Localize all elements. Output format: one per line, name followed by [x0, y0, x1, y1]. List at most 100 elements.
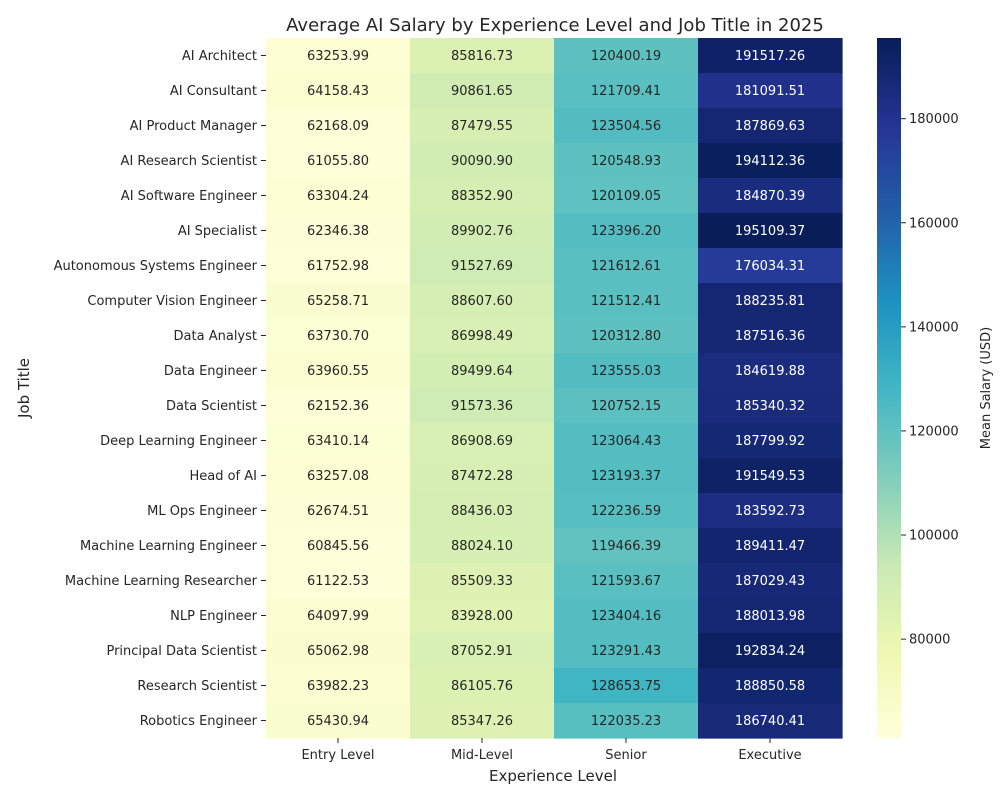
cell-value-label: 123291.43: [591, 644, 661, 659]
heatmap-cell: [266, 73, 411, 109]
y-tick-label: Autonomous Systems Engineer: [54, 259, 258, 274]
heatmap-cell: [698, 703, 843, 739]
heatmap-cell: [554, 598, 699, 634]
cell-value-label: 61055.80: [307, 154, 369, 169]
y-tick-label: Robotics Engineer: [140, 714, 258, 729]
colorbar-tick-label: 140000: [909, 320, 959, 335]
cell-value-label: 63960.55: [307, 364, 369, 379]
y-tick-label: Data Engineer: [164, 364, 258, 379]
cell-value-label: 87479.55: [451, 119, 513, 134]
heatmap-cell: [554, 248, 699, 284]
cell-value-label: 62674.51: [307, 504, 369, 519]
cell-value-label: 64097.99: [307, 609, 369, 624]
cell-value-label: 120548.93: [591, 154, 661, 169]
cell-value-label: 91527.69: [451, 259, 513, 274]
heatmap-cell: [698, 248, 843, 284]
y-tick-label: ML Ops Engineer: [147, 504, 258, 519]
heatmap-cell: [266, 283, 411, 319]
heatmap-cell: [410, 248, 555, 284]
heatmap-cell: [410, 493, 555, 529]
cell-value-label: 120312.80: [591, 329, 661, 344]
cell-value-label: 62168.09: [307, 119, 369, 134]
y-tick-label: AI Software Engineer: [121, 189, 258, 204]
heatmap-cell: [698, 563, 843, 599]
heatmap-cell: [554, 388, 699, 424]
heatmap-cell: [698, 213, 843, 249]
y-tick-label: AI Consultant: [170, 84, 257, 99]
heatmap-cell: [698, 528, 843, 564]
cell-value-label: 120400.19: [591, 49, 661, 64]
heatmap-cell: [554, 528, 699, 564]
heatmap-cell: [554, 423, 699, 459]
colorbar-gradient: [877, 38, 901, 738]
cell-value-label: 63982.23: [307, 679, 369, 694]
heatmap-cell: [698, 458, 843, 494]
y-tick-label: AI Product Manager: [130, 119, 258, 134]
heatmap-cell: [698, 38, 843, 74]
heatmap-cell: [554, 493, 699, 529]
cell-value-label: 63730.70: [307, 329, 369, 344]
cell-value-label: 194112.36: [735, 154, 805, 169]
cell-value-label: 187029.43: [735, 574, 805, 589]
cell-value-label: 123404.16: [591, 609, 661, 624]
cell-value-label: 187799.92: [735, 434, 805, 449]
colorbar-tick-label: 120000: [909, 424, 959, 439]
y-tick-label: Machine Learning Engineer: [80, 539, 258, 554]
heatmap-cell: [554, 108, 699, 144]
cell-value-label: 121612.61: [591, 259, 661, 274]
cell-value-label: 123555.03: [591, 364, 661, 379]
x-tick-labels: Entry Level Mid-Level Senior Executive: [301, 738, 802, 763]
cell-value-label: 186740.41: [735, 714, 805, 729]
cell-value-label: 87052.91: [451, 644, 513, 659]
heatmap-cell: [266, 493, 411, 529]
heatmap-cell: [266, 668, 411, 704]
cell-value-label: 60845.56: [307, 539, 369, 554]
y-tick-label: Head of AI: [189, 469, 257, 484]
heatmap-cell: [698, 143, 843, 179]
cell-value-label: 119466.39: [591, 539, 661, 554]
heatmap-cell: [698, 598, 843, 634]
heatmap-cell: [410, 598, 555, 634]
heatmap-cell: [554, 703, 699, 739]
cell-value-label: 85347.26: [451, 714, 513, 729]
heatmap-cell: [554, 143, 699, 179]
heatmap-cell: [410, 528, 555, 564]
cell-value-label: 88352.90: [451, 189, 513, 204]
heatmap-cell: [410, 423, 555, 459]
heatmap-cell: [698, 178, 843, 214]
cell-value-label: 121512.41: [591, 294, 661, 309]
y-tick-label: Principal Data Scientist: [106, 644, 257, 659]
cell-value-label: 88436.03: [451, 504, 513, 519]
heatmap-cell: [698, 108, 843, 144]
y-tick-label: Research Scientist: [137, 679, 257, 694]
y-tick-label: AI Specialist: [178, 224, 257, 239]
heatmap-cell: [554, 563, 699, 599]
heatmap-cell: [410, 283, 555, 319]
heatmap-cell: [410, 458, 555, 494]
cell-value-label: 128653.75: [591, 679, 661, 694]
cell-value-label: 188850.58: [735, 679, 805, 694]
heatmap-cell: [410, 73, 555, 109]
heatmap-cell: [266, 423, 411, 459]
heatmap-cell: [554, 213, 699, 249]
cell-value-label: 123193.37: [591, 469, 661, 484]
cell-value-label: 91573.36: [451, 399, 513, 414]
heatmap-cell: [554, 353, 699, 389]
x-tick-label: Entry Level: [301, 748, 374, 763]
cell-value-label: 120109.05: [591, 189, 661, 204]
cell-value-label: 61752.98: [307, 259, 369, 274]
y-tick-label: Data Analyst: [174, 329, 257, 344]
cell-value-label: 192834.24: [735, 644, 805, 659]
y-tick-label: Machine Learning Researcher: [65, 574, 258, 589]
cell-value-label: 90090.90: [451, 154, 513, 169]
heatmap-cell: [554, 668, 699, 704]
heatmap-cell: [266, 633, 411, 669]
heatmap-cell: [698, 353, 843, 389]
cell-value-label: 63253.99: [307, 49, 369, 64]
y-axis-label: Job Title: [15, 358, 33, 419]
y-tick-label: NLP Engineer: [170, 609, 257, 624]
cell-value-label: 183592.73: [735, 504, 805, 519]
cell-value-label: 64158.43: [307, 84, 369, 99]
y-tick-label: AI Research Scientist: [121, 154, 257, 169]
heatmap-cell: [698, 633, 843, 669]
